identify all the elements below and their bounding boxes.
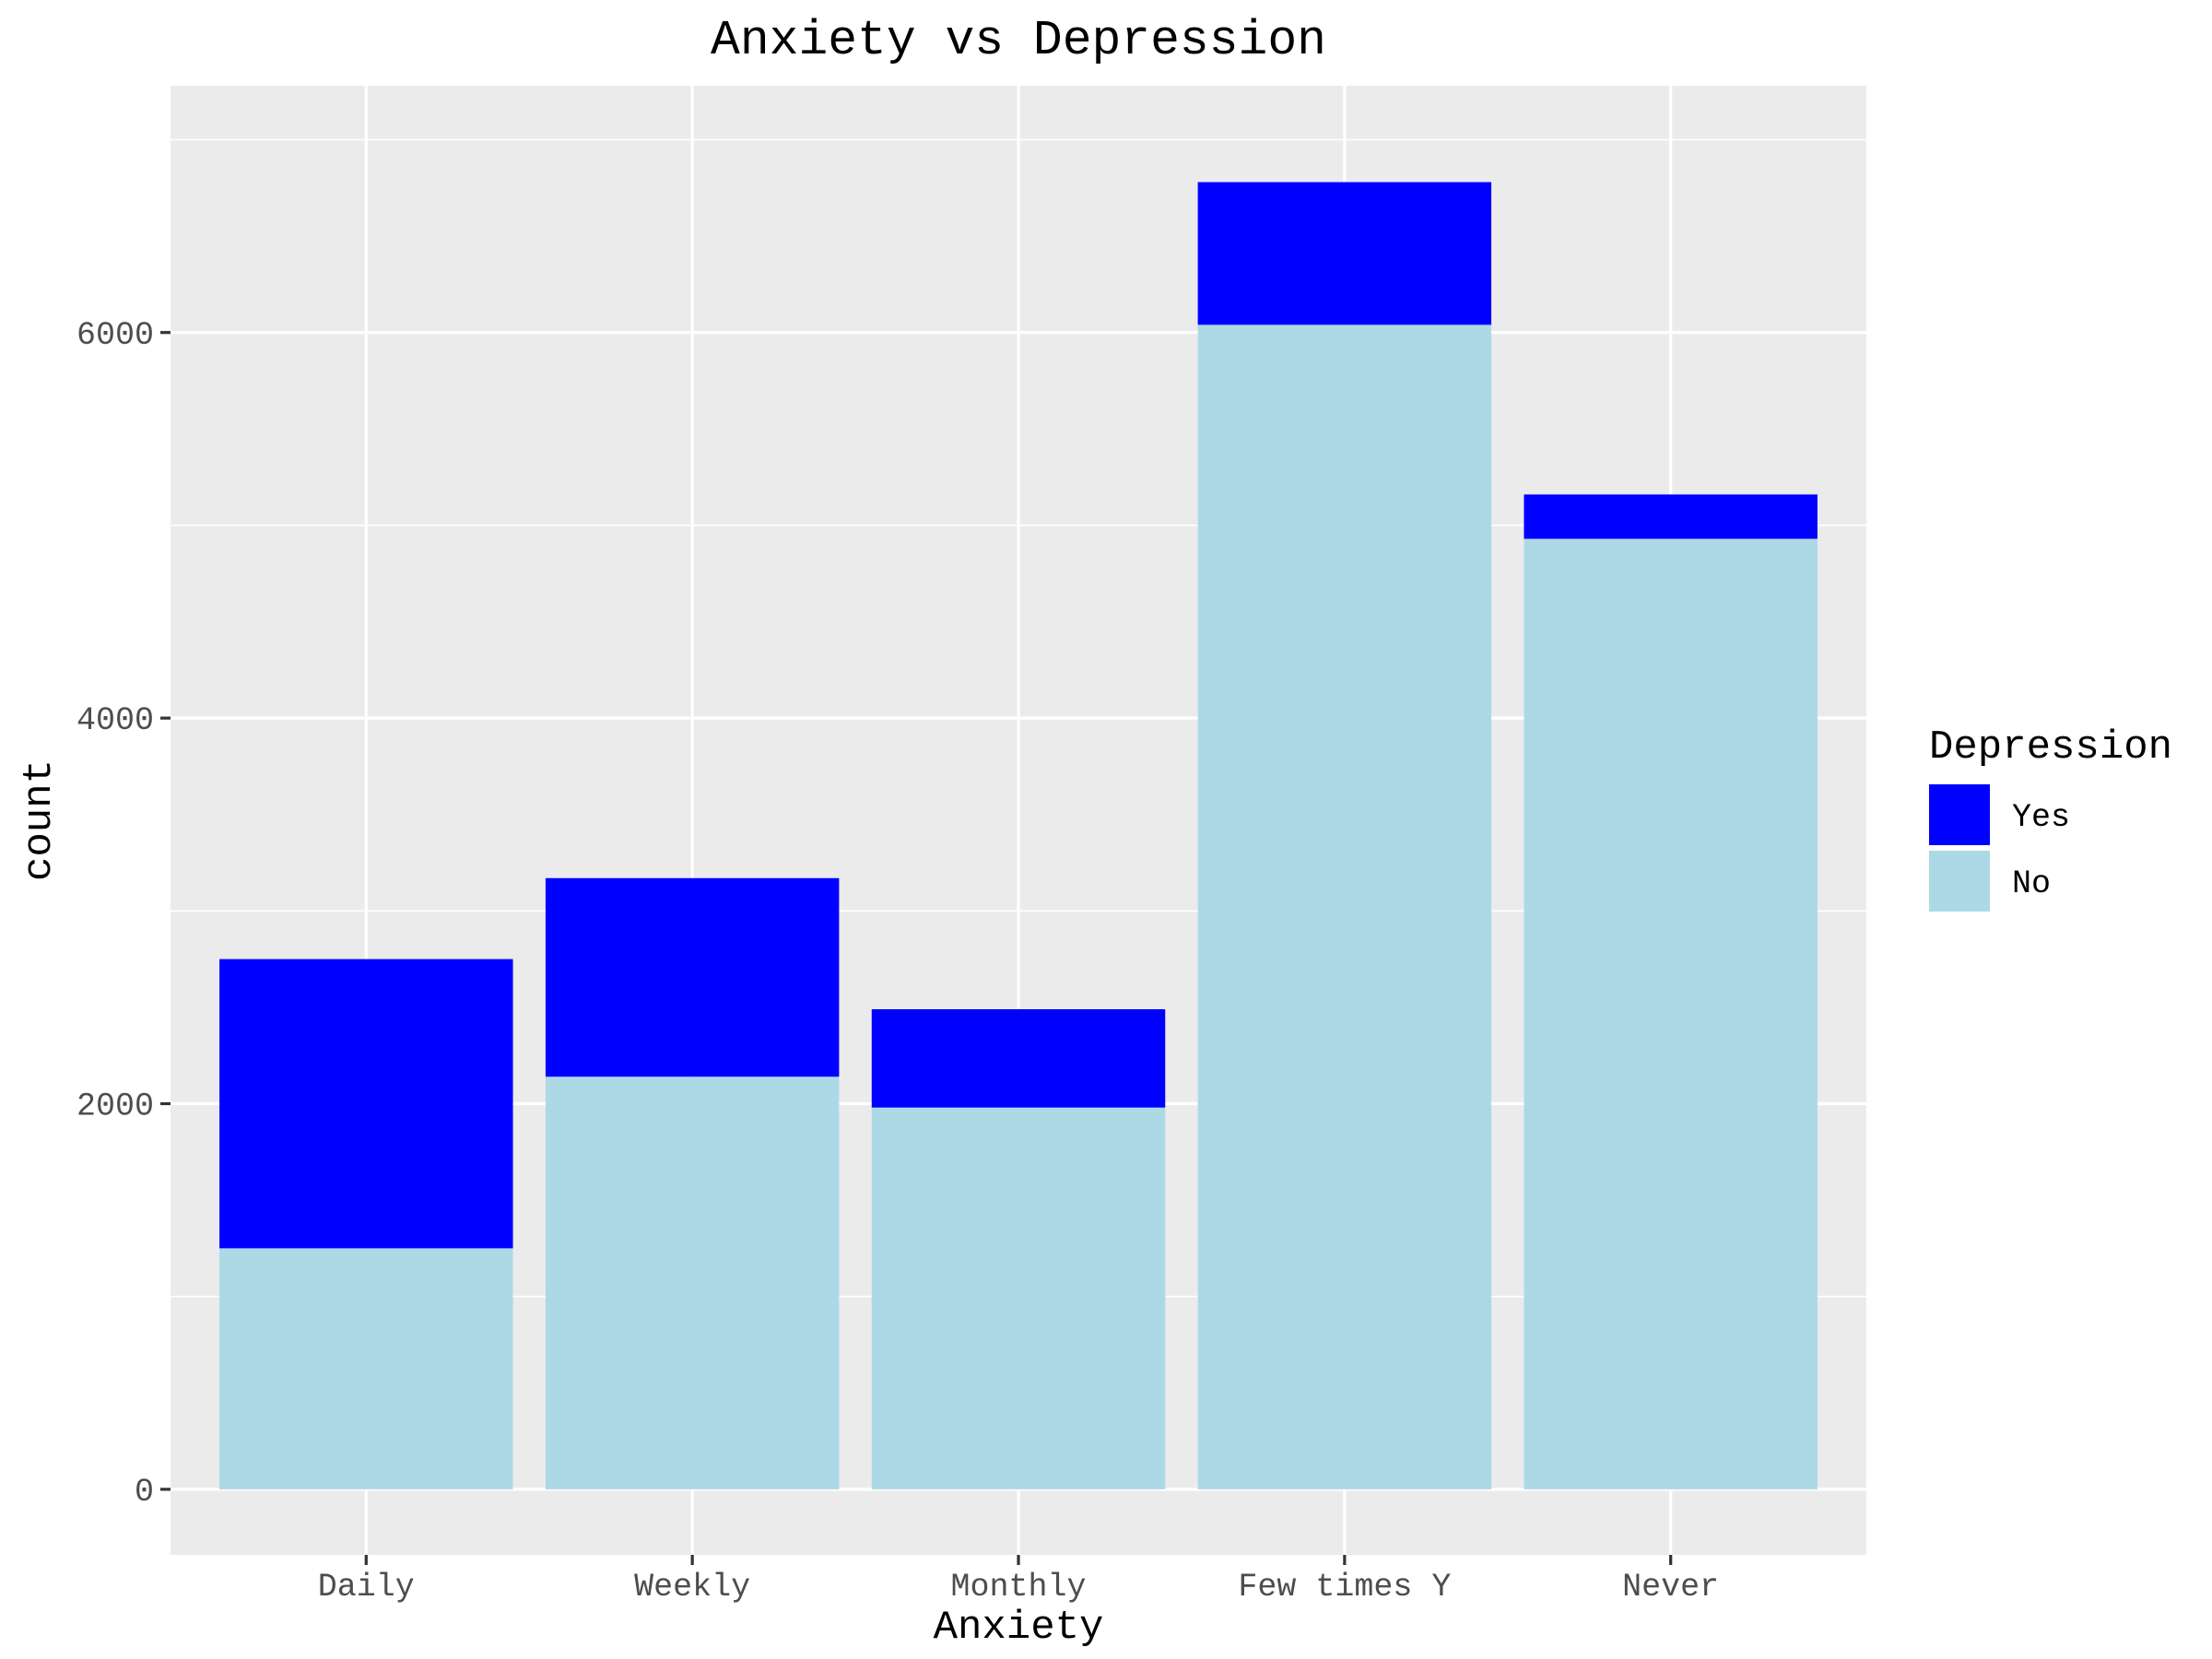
bar-no-daily (219, 1248, 513, 1489)
axes: 0 2000 4000 6000 Daily Weekly Monthly Few times… (76, 317, 1719, 1606)
bar-no-weekly (545, 1077, 840, 1489)
legend-entries: Yes No (1927, 782, 2070, 913)
x-tick-label: Daily (318, 1569, 415, 1606)
bar-yes-daily (219, 959, 513, 1249)
chart-title: Anxiety vs Depression (711, 13, 1326, 68)
x-tick-label: Few times Y (1238, 1569, 1451, 1606)
bars (219, 182, 1818, 1489)
x-axis-title: Anxiety (934, 1605, 1104, 1651)
bar-no-monthly (871, 1107, 1166, 1489)
y-tick-label: 4000 (76, 702, 154, 739)
legend: Depression Yes No (1927, 724, 2172, 913)
y-tick-label: 0 (135, 1474, 154, 1511)
y-axis-title: count (17, 759, 63, 881)
bar-yes-never (1524, 494, 1818, 539)
y-tick-label: 2000 (76, 1088, 154, 1125)
x-tick-label: Weekly (634, 1569, 750, 1606)
legend-title: Depression (1929, 724, 2172, 771)
bar-no-few-times-y (1197, 324, 1492, 1489)
bar-no-never (1524, 538, 1818, 1489)
bar-yes-weekly (545, 877, 840, 1077)
x-tick-label: Monthly (950, 1569, 1086, 1606)
x-tick-label: Never (1622, 1569, 1719, 1606)
bar-yes-few-times-y (1197, 182, 1492, 325)
bar-yes-monthly (871, 1009, 1166, 1108)
legend-label-no: No (2012, 865, 2051, 902)
legend-label-yes: Yes (2012, 799, 2070, 836)
legend-key-yes (1927, 782, 1992, 847)
legend-key-no (1927, 849, 1992, 913)
y-tick-label: 6000 (76, 317, 154, 354)
